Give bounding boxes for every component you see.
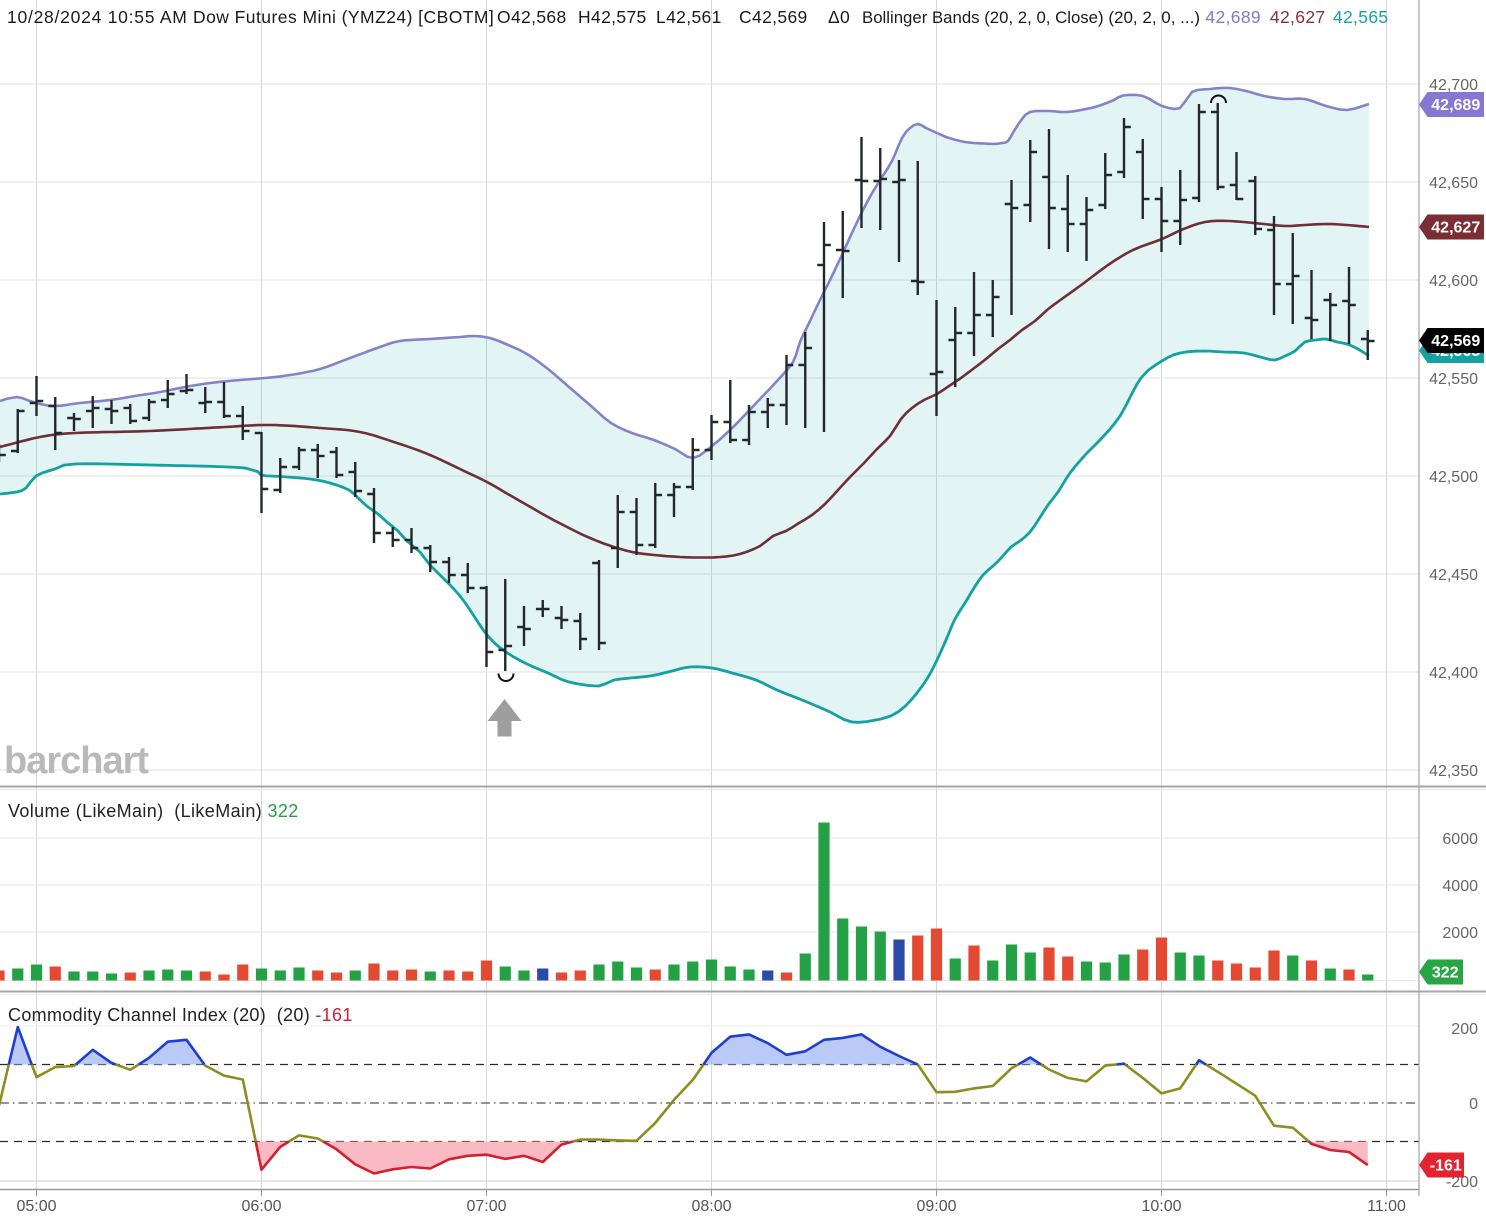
svg-text:C42,569: C42,569: [739, 7, 808, 27]
svg-text:H42,575: H42,575: [578, 7, 647, 27]
svg-text:05:00: 05:00: [16, 1198, 56, 1215]
svg-text:42,600: 42,600: [1429, 273, 1478, 290]
svg-text:42,565: 42,565: [1333, 7, 1389, 27]
svg-text:42,450: 42,450: [1429, 567, 1478, 584]
svg-text:42,569: 42,569: [1431, 333, 1480, 350]
svg-text:0: 0: [1469, 1096, 1478, 1113]
svg-text:322: 322: [1432, 965, 1459, 982]
svg-text:Commodity Channel Index (20): Commodity Channel Index (20) (20) -161: [8, 1005, 353, 1025]
svg-text:4000: 4000: [1442, 878, 1478, 895]
svg-text:Volume (LikeMain) (LikeMain): Volume (LikeMain) (LikeMain) 322: [8, 801, 299, 821]
svg-text:09:00: 09:00: [916, 1198, 956, 1215]
svg-text:42,350: 42,350: [1429, 763, 1478, 780]
svg-text:barchart: barchart: [4, 740, 149, 782]
svg-text:Dow Futures Mini (YMZ24) [CBOT: Dow Futures Mini (YMZ24) [CBOTM]: [193, 7, 494, 27]
svg-text:Bollinger Bands (20, 2, 0, Clo: Bollinger Bands (20, 2, 0, Close): [862, 8, 1104, 27]
svg-text:42,550: 42,550: [1429, 371, 1478, 388]
svg-text:42,689: 42,689: [1431, 97, 1480, 114]
svg-text:08:00: 08:00: [691, 1198, 731, 1215]
svg-text:42,700: 42,700: [1429, 77, 1478, 94]
svg-text:10:00: 10:00: [1141, 1198, 1181, 1215]
svg-text:42,500: 42,500: [1429, 469, 1478, 486]
svg-text:06:00: 06:00: [241, 1198, 281, 1215]
svg-text:42,400: 42,400: [1429, 665, 1478, 682]
svg-text:-200: -200: [1446, 1174, 1478, 1191]
svg-text:2000: 2000: [1442, 925, 1478, 942]
svg-text:10/28/2024 10:55 AM: 10/28/2024 10:55 AM: [7, 7, 188, 27]
svg-text:11:00: 11:00: [1367, 1198, 1406, 1215]
svg-text:42,627: 42,627: [1270, 7, 1326, 27]
svg-text:6000: 6000: [1442, 831, 1478, 848]
svg-text:O42,568: O42,568: [497, 7, 567, 27]
svg-text:42,650: 42,650: [1429, 175, 1478, 192]
svg-text:200: 200: [1451, 1021, 1478, 1038]
svg-text:Δ0: Δ0: [828, 7, 850, 27]
svg-text:42,689: 42,689: [1205, 7, 1261, 27]
svg-text:L42,561: L42,561: [656, 7, 722, 27]
svg-text:07:00: 07:00: [466, 1198, 506, 1215]
svg-text:(20, 2, 0, ...): (20, 2, 0, ...): [1108, 8, 1200, 27]
svg-text:-161: -161: [1430, 1158, 1462, 1175]
svg-text:42,627: 42,627: [1431, 220, 1480, 237]
